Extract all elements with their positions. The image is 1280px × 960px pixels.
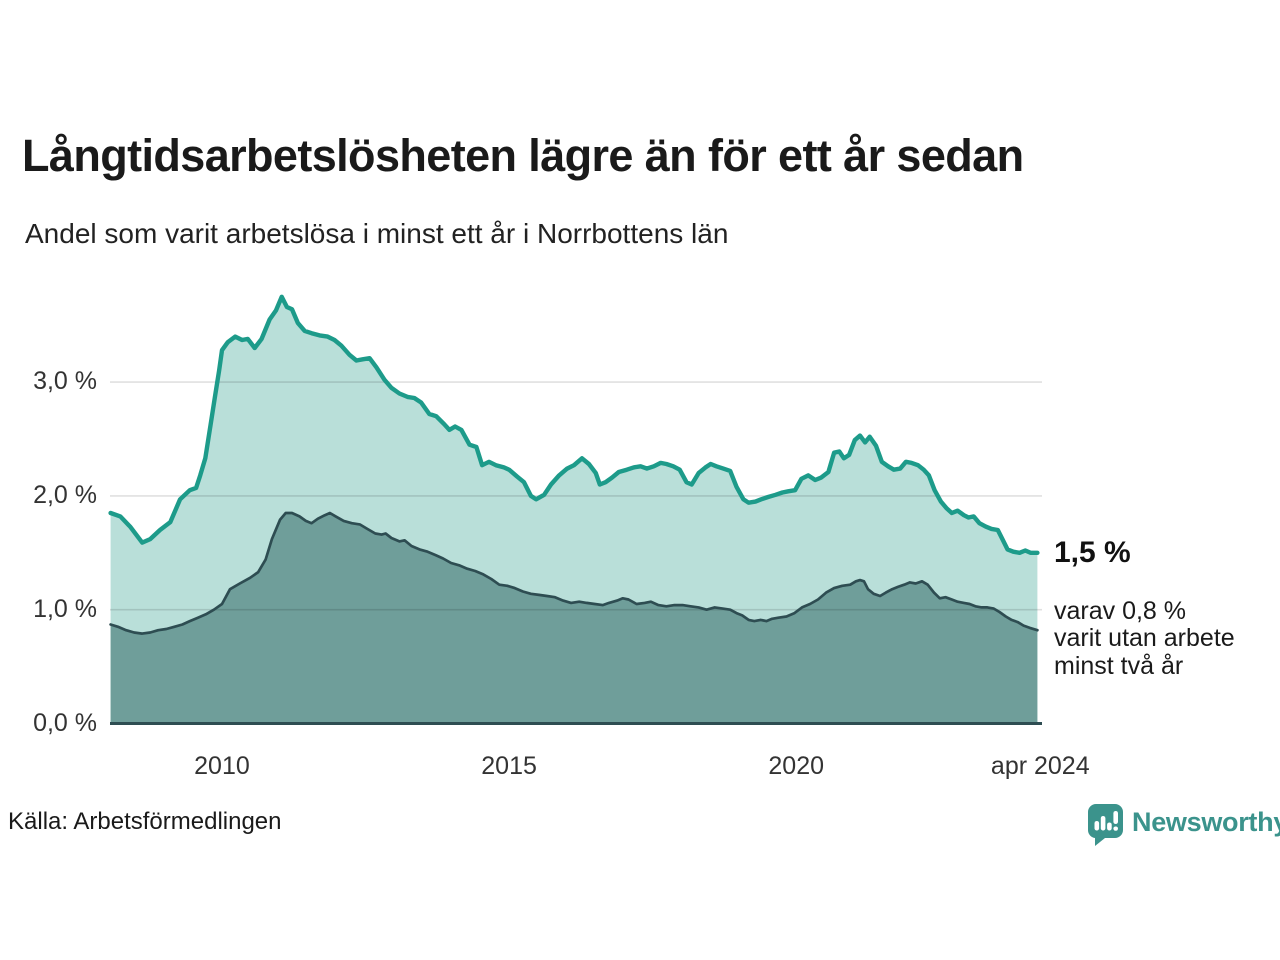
x-axis-tick-2015: 2015 bbox=[481, 752, 537, 780]
x-axis-tick-2020: 2020 bbox=[768, 752, 825, 780]
source-label: Källa: Arbetsförmedlingen bbox=[8, 808, 282, 835]
y-axis-tick-2: 2,0 % bbox=[33, 480, 97, 509]
newsworthy-logo: Newsworthy bbox=[1087, 803, 1280, 846]
chart-subtitle: Andel som varit arbetslösa i minst ett å… bbox=[25, 218, 729, 249]
latest-value-label: 1,5 % bbox=[1054, 536, 1131, 569]
chart-title: Långtidsarbetslösheten lägre än för ett … bbox=[22, 130, 1024, 181]
latest-detail-label: varav 0,8 % varit utan arbete minst två … bbox=[1054, 597, 1235, 680]
newsworthy-icon bbox=[1087, 804, 1123, 846]
newsworthy-wordmark: Newsworthy bbox=[1132, 807, 1280, 837]
latest-detail-line-3: minst två år bbox=[1054, 651, 1184, 680]
latest-detail-line-1: varav 0,8 % bbox=[1054, 597, 1187, 625]
y-axis-tick-3: 3,0 % bbox=[33, 367, 97, 396]
y-axis-tick-0: 0,0 % bbox=[33, 708, 97, 737]
x-axis-tick-apr-2024: apr 2024 bbox=[990, 752, 1090, 780]
y-axis-tick-1: 1,0 % bbox=[33, 594, 97, 623]
latest-detail-line-2: varit utan arbete bbox=[1054, 624, 1235, 653]
x-axis-tick-2010: 2010 bbox=[194, 752, 250, 780]
